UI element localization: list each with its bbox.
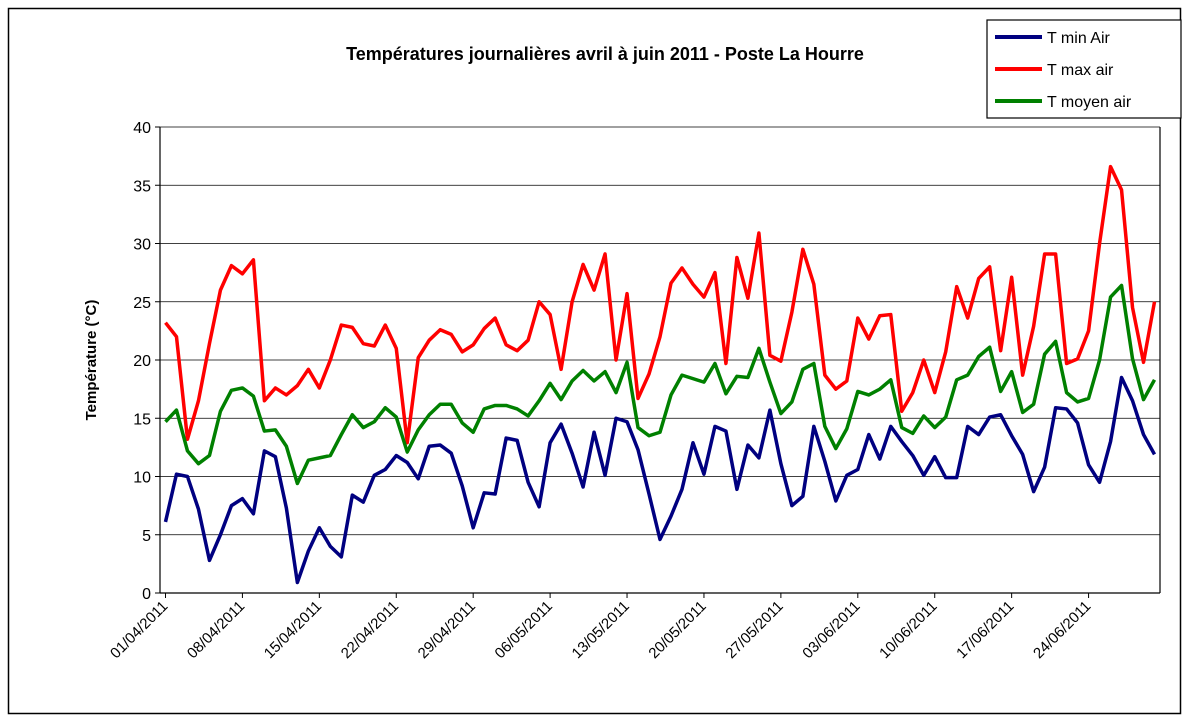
y-tick-label: 10 bbox=[133, 470, 151, 487]
legend-label: T max air bbox=[1047, 62, 1114, 79]
chart-frame bbox=[7, 7, 1182, 715]
y-tick-label: 20 bbox=[133, 353, 151, 370]
chart-title: Températures journalières avril à juin 2… bbox=[346, 44, 864, 64]
y-tick-label: 15 bbox=[133, 411, 151, 428]
y-tick-label: 30 bbox=[133, 237, 151, 254]
y-tick-label: 35 bbox=[133, 178, 151, 195]
data-line bbox=[164, 164, 1157, 445]
legend-label: T min Air bbox=[1047, 30, 1111, 47]
y-tick-label: 25 bbox=[133, 295, 151, 312]
data-line bbox=[163, 375, 1157, 585]
y-axis-label: Température (°C) bbox=[83, 300, 100, 421]
data-line bbox=[164, 283, 1157, 486]
y-tick-label: 5 bbox=[142, 528, 151, 545]
legend-label: T moyen air bbox=[1047, 94, 1132, 111]
y-tick-label: 0 bbox=[142, 586, 151, 603]
y-tick-label: 40 bbox=[133, 120, 151, 137]
